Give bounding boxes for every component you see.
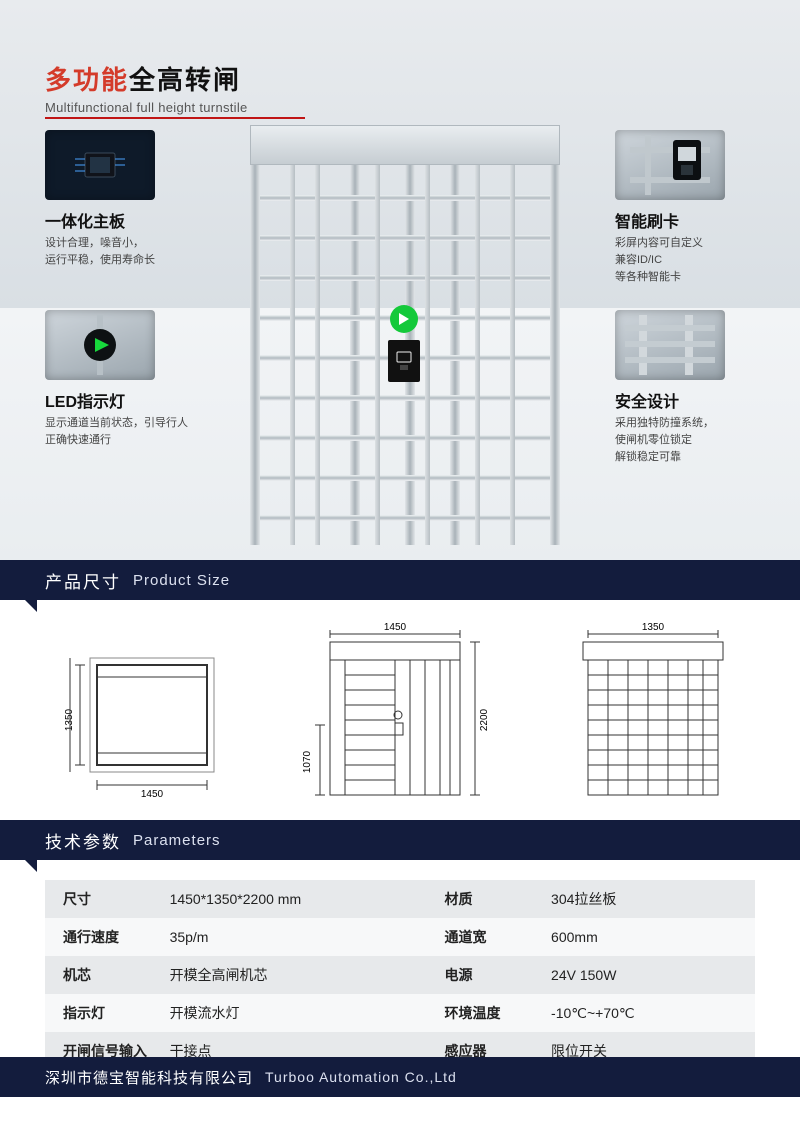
diagram-front-view: 1450 2200 bbox=[295, 620, 495, 810]
svg-text:1070: 1070 bbox=[302, 750, 313, 773]
feature-card-reader-title: 智能刷卡 bbox=[615, 208, 770, 232]
company-footer: 深圳市德宝智能科技有限公司 Turboo Automation Co.,Ltd bbox=[0, 1057, 800, 1097]
param-label: 电源 bbox=[426, 956, 543, 994]
table-row: 尺寸1450*1350*2200 mm材质304拉丝板 bbox=[45, 880, 755, 918]
company-name-cn: 深圳市德宝智能科技有限公司 bbox=[45, 1067, 253, 1088]
param-label: 通行速度 bbox=[45, 918, 162, 956]
param-value: 开模流水灯 bbox=[162, 994, 427, 1032]
param-label: 通道宽 bbox=[426, 918, 543, 956]
feature-motherboard-title: 一体化主板 bbox=[45, 208, 200, 232]
svg-text:1450: 1450 bbox=[141, 789, 164, 800]
company-name-en: Turboo Automation Co.,Ltd bbox=[265, 1069, 457, 1085]
title-english: Multifunctional full height turnstile bbox=[45, 100, 305, 115]
param-value: -10℃~+70℃ bbox=[543, 994, 755, 1032]
param-value: 35p/m bbox=[162, 918, 427, 956]
section-size-header: 产品尺寸 Product Size bbox=[0, 560, 800, 600]
param-value: 24V 150W bbox=[543, 956, 755, 994]
parameters-table-wrap: 尺寸1450*1350*2200 mm材质304拉丝板通行速度35p/m通道宽6… bbox=[0, 860, 800, 1070]
section-size-en: Product Size bbox=[133, 572, 230, 589]
feature-led-desc: 显示通道当前状态，引导行人正确快速通行 bbox=[45, 415, 200, 449]
table-row: 机芯开模全高闸机芯电源24V 150W bbox=[45, 956, 755, 994]
diagram-top-view: 1450 1350 1600 bbox=[62, 630, 232, 800]
param-label: 环境温度 bbox=[426, 994, 543, 1032]
product-turnstile bbox=[250, 125, 560, 545]
motherboard-icon bbox=[45, 130, 155, 200]
led-arrow-icon bbox=[45, 310, 155, 380]
diagram-side-view: 1350 bbox=[558, 620, 738, 810]
param-value: 开模全高闸机芯 bbox=[162, 956, 427, 994]
title-main: 全高转闸 bbox=[129, 65, 241, 95]
feature-safety-title: 安全设计 bbox=[615, 388, 770, 412]
feature-motherboard-desc: 设计合理，噪音小，运行平稳，使用寿命长 bbox=[45, 235, 200, 269]
svg-text:1450: 1450 bbox=[384, 622, 407, 633]
parameters-table: 尺寸1450*1350*2200 mm材质304拉丝板通行速度35p/m通道宽6… bbox=[45, 880, 755, 1070]
nfc-reader-icon bbox=[388, 340, 420, 382]
param-label: 机芯 bbox=[45, 956, 162, 994]
table-row: 指示灯开模流水灯环境温度-10℃~+70℃ bbox=[45, 994, 755, 1032]
param-label: 材质 bbox=[426, 880, 543, 918]
svg-text:2200: 2200 bbox=[479, 708, 490, 731]
svg-text:1350: 1350 bbox=[642, 622, 665, 633]
page-title: 多功能全高转闸 Multifunctional full height turn… bbox=[45, 60, 305, 119]
size-diagrams: 1450 1350 1600 1450 bbox=[0, 600, 800, 820]
arrow-indicator-icon bbox=[390, 305, 418, 333]
section-size-cn: 产品尺寸 bbox=[45, 568, 121, 593]
svg-text:1600: 1600 bbox=[62, 708, 65, 731]
feature-led: LED指示灯 显示通道当前状态，引导行人正确快速通行 bbox=[45, 310, 200, 449]
section-params-header: 技术参数 Parameters bbox=[0, 820, 800, 860]
param-value: 1450*1350*2200 mm bbox=[162, 880, 427, 918]
feature-safety-desc: 采用独特防撞系统，使闸机零位锁定解锁稳定可靠 bbox=[615, 415, 770, 466]
card-reader-icon bbox=[615, 130, 725, 200]
param-value: 304拉丝板 bbox=[543, 880, 755, 918]
section-params-cn: 技术参数 bbox=[45, 828, 121, 853]
feature-card-reader-desc: 彩屏内容可自定义兼容ID/IC等各种智能卡 bbox=[615, 235, 770, 286]
hero-section: 多功能全高转闸 Multifunctional full height turn… bbox=[0, 0, 800, 560]
param-label: 指示灯 bbox=[45, 994, 162, 1032]
title-underline bbox=[45, 117, 305, 119]
title-accent: 多功能 bbox=[45, 65, 129, 95]
feature-safety: 安全设计 采用独特防撞系统，使闸机零位锁定解锁稳定可靠 bbox=[615, 310, 770, 466]
table-row: 通行速度35p/m通道宽600mm bbox=[45, 918, 755, 956]
param-label: 尺寸 bbox=[45, 880, 162, 918]
feature-card-reader: 智能刷卡 彩屏内容可自定义兼容ID/IC等各种智能卡 bbox=[615, 130, 770, 286]
feature-led-title: LED指示灯 bbox=[45, 388, 200, 412]
bars-closeup-icon bbox=[615, 310, 725, 380]
param-value: 600mm bbox=[543, 918, 755, 956]
section-params-en: Parameters bbox=[133, 832, 221, 849]
feature-motherboard: 一体化主板 设计合理，噪音小，运行平稳，使用寿命长 bbox=[45, 130, 200, 269]
